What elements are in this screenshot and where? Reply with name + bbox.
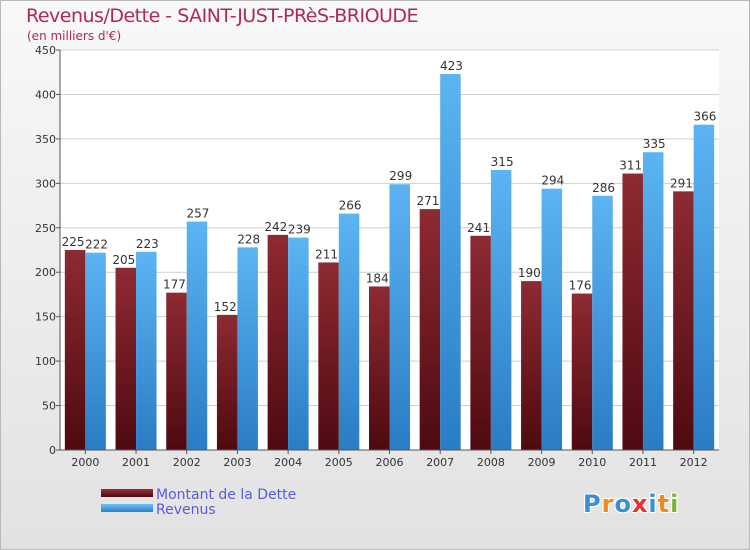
data-label-dette: 211 xyxy=(315,247,338,261)
x-tick-label: 2010 xyxy=(578,456,606,469)
x-tick-label: 2002 xyxy=(173,456,201,469)
bar-revenus xyxy=(85,252,106,450)
bar-revenus xyxy=(592,195,613,450)
y-tick-label: 400 xyxy=(35,88,56,101)
x-tick-label: 2012 xyxy=(680,456,708,469)
bar-dette xyxy=(470,235,491,450)
y-tick-label: 100 xyxy=(35,355,56,368)
x-tick-label: 2007 xyxy=(426,456,454,469)
y-tick-label: 200 xyxy=(35,266,56,279)
x-tick-label: 2004 xyxy=(274,456,302,469)
bar-dette xyxy=(216,314,238,450)
data-label-revenus: 423 xyxy=(440,59,463,73)
data-label-dette: 190 xyxy=(518,266,541,280)
legend-swatch-revenus xyxy=(101,504,153,512)
bar-revenus xyxy=(490,170,512,450)
data-label-revenus: 335 xyxy=(643,137,666,151)
data-label-dette: 176 xyxy=(569,279,592,293)
data-label-dette: 152 xyxy=(214,300,237,314)
bar-revenus xyxy=(693,124,715,451)
x-tick-label: 2000 xyxy=(71,456,99,469)
y-tick-label: 350 xyxy=(35,133,56,146)
legend-label-dette: Montant de la Dette xyxy=(156,487,297,503)
data-label-revenus: 294 xyxy=(541,174,564,188)
data-label-dette: 311 xyxy=(619,159,642,173)
bar-revenus xyxy=(136,251,157,450)
bar-revenus xyxy=(288,237,309,450)
y-tick-label: 250 xyxy=(35,222,56,235)
data-label-revenus: 299 xyxy=(389,169,412,183)
y-tick-label: 50 xyxy=(42,400,56,413)
data-label-revenus: 239 xyxy=(288,223,311,237)
data-label-dette: 205 xyxy=(112,253,135,267)
data-label-revenus: 228 xyxy=(237,232,260,246)
chart-unit-subtitle: (en milliers d'€) xyxy=(27,29,122,43)
x-tick-label: 2003 xyxy=(223,456,251,469)
data-label-revenus: 315 xyxy=(491,155,514,169)
data-label-dette: 242 xyxy=(264,220,287,234)
bar-dette xyxy=(521,281,542,450)
data-label-revenus: 286 xyxy=(592,181,615,195)
data-label-dette: 241 xyxy=(467,221,490,235)
data-label-dette: 177 xyxy=(163,278,186,292)
bar-revenus xyxy=(541,188,563,450)
x-tick-label: 2005 xyxy=(325,456,353,469)
bar-revenus xyxy=(237,247,258,450)
bar-dette xyxy=(166,292,187,450)
bar-revenus xyxy=(186,221,208,450)
bar-dette xyxy=(419,209,441,450)
bar-revenus xyxy=(642,152,664,450)
data-label-revenus: 223 xyxy=(136,237,159,251)
bar-dette xyxy=(115,267,137,450)
y-tick-label: 450 xyxy=(35,44,56,57)
x-tick-label: 2006 xyxy=(376,456,404,469)
bar-dette xyxy=(673,191,694,451)
bar-dette xyxy=(64,250,86,450)
x-tick-label: 2009 xyxy=(528,456,556,469)
data-label-dette: 225 xyxy=(62,235,85,249)
data-label-revenus: 266 xyxy=(339,199,362,213)
data-label-dette: 291 xyxy=(670,176,693,190)
bar-dette xyxy=(318,262,339,450)
x-tick-label: 2008 xyxy=(477,456,505,469)
bar-revenus xyxy=(440,74,461,450)
data-label-dette: 271 xyxy=(416,194,439,208)
bar-dette xyxy=(571,293,593,450)
bar-revenus xyxy=(389,184,410,450)
x-tick-label: 2001 xyxy=(122,456,150,469)
data-label-dette: 184 xyxy=(366,271,389,285)
bar-dette xyxy=(369,286,390,450)
bar-revenus xyxy=(338,213,360,450)
data-label-revenus: 222 xyxy=(85,238,108,252)
legend-label-revenus: Revenus xyxy=(156,502,216,518)
data-label-revenus: 257 xyxy=(187,207,210,221)
bar-dette xyxy=(622,173,643,451)
chart-title: Revenus/Dette - SAINT-JUST-PRèS-BRIOUDE xyxy=(26,5,419,27)
bar-dette xyxy=(267,234,289,450)
legend-swatch-dette xyxy=(101,489,153,497)
x-tick-label: 2011 xyxy=(629,456,657,469)
y-tick-label: 150 xyxy=(35,311,56,324)
y-tick-label: 0 xyxy=(49,444,56,457)
proxiti-logo: Proxiti xyxy=(583,490,680,518)
y-tick-label: 300 xyxy=(35,177,56,190)
data-label-revenus: 366 xyxy=(693,110,716,124)
